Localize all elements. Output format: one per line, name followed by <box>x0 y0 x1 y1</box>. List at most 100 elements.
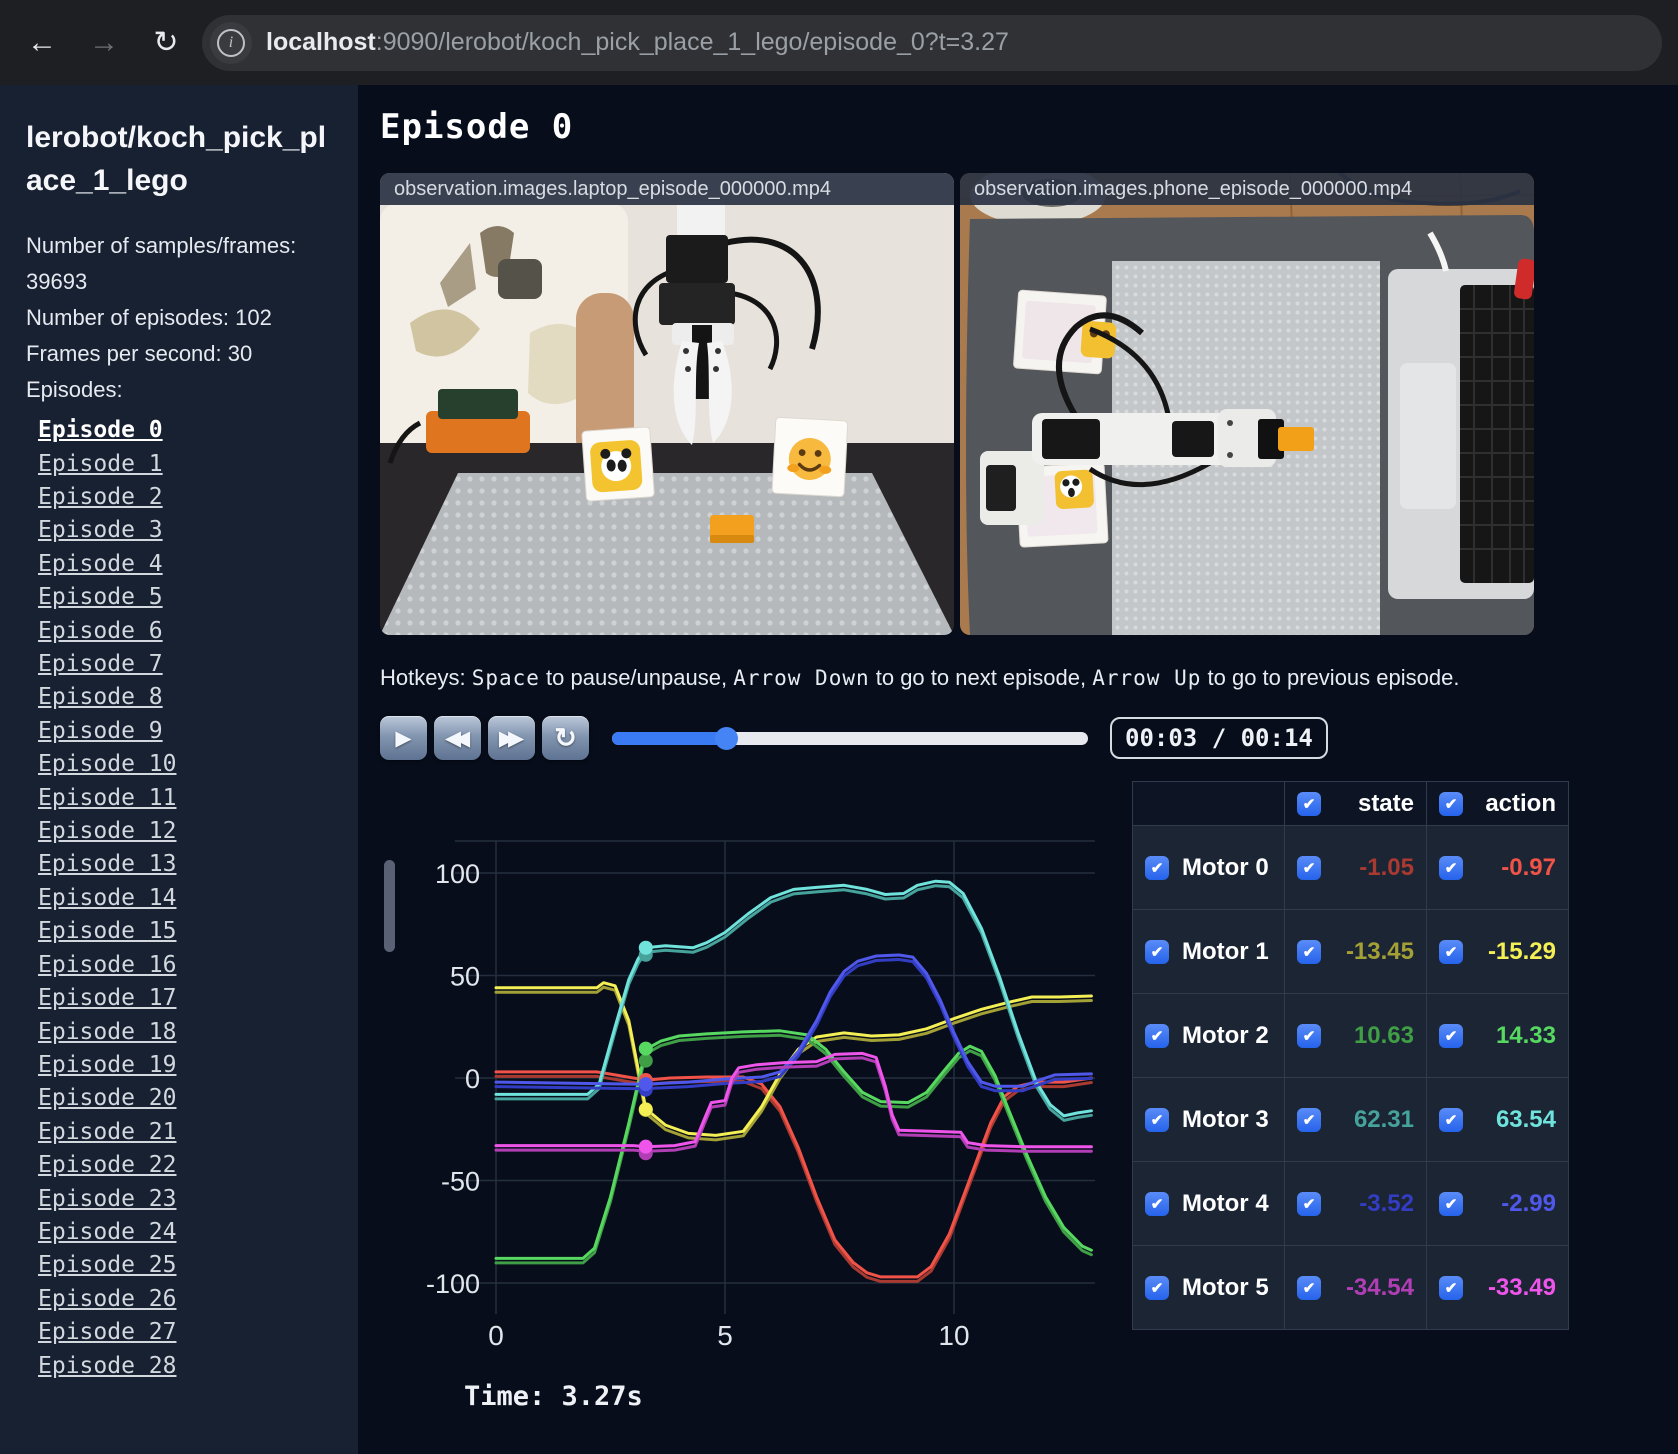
chart-canvas[interactable]: -100 -50 0 50 100 0 5 10 <box>380 781 1122 1366</box>
action-checkbox[interactable]: ✔ <box>1439 1023 1463 1048</box>
state-checkbox[interactable]: ✔ <box>1297 1107 1321 1132</box>
forward-icon[interactable]: → <box>89 25 119 59</box>
video-laptop-cam[interactable]: observation.images.laptop_episode_000000… <box>380 173 954 635</box>
laptop-cam-scene <box>380 173 954 635</box>
motor-chart[interactable]: -100 -50 0 50 100 0 5 10 Time: 3.27s <box>380 781 1122 1412</box>
loop-button[interactable]: ↻ <box>542 716 589 760</box>
motor-checkbox[interactable]: ✔ <box>1145 1023 1169 1048</box>
episode-link[interactable]: Episode 1 <box>38 450 163 477</box>
state-checkbox[interactable]: ✔ <box>1297 1023 1321 1048</box>
motor-checkbox[interactable]: ✔ <box>1145 1275 1169 1300</box>
state-value: -13.45 <box>1345 937 1414 965</box>
episode-link[interactable]: Episode 21 <box>38 1118 177 1145</box>
episode-link[interactable]: Episode 20 <box>38 1085 177 1112</box>
play-button[interactable]: ▶ <box>380 716 427 760</box>
rewind-button[interactable]: ◀◀ <box>434 716 481 760</box>
state-checkbox[interactable]: ✔ <box>1297 1191 1321 1216</box>
action-checkbox[interactable]: ✔ <box>1439 1107 1463 1132</box>
series-state-line <box>494 1056 1093 1153</box>
episode-link[interactable]: Episode 15 <box>38 918 177 945</box>
url-text[interactable]: localhost:9090/lerobot/koch_pick_place_1… <box>266 28 1009 57</box>
action-checkbox[interactable]: ✔ <box>1439 1191 1463 1216</box>
action-value: -33.49 <box>1487 1273 1556 1301</box>
state-checkbox[interactable]: ✔ <box>1297 855 1321 880</box>
episode-link[interactable]: Episode 17 <box>38 985 177 1012</box>
x-tick-label: 0 <box>488 1320 504 1351</box>
back-icon[interactable]: ← <box>27 25 57 59</box>
episode-link[interactable]: Episode 10 <box>38 751 177 778</box>
motor-label: Motor 3 <box>1182 1105 1269 1133</box>
site-info-button[interactable]: i <box>210 21 252 64</box>
phone-cam-scene <box>960 173 1534 635</box>
state-value: 10.63 <box>1353 1021 1414 1049</box>
episode-link[interactable]: Episode 16 <box>38 951 177 978</box>
episode-link[interactable]: Episode 12 <box>38 818 177 845</box>
seek-slider[interactable] <box>612 726 1088 750</box>
sidebar: lerobot/koch_pick_place_1_lego Number of… <box>0 85 358 1454</box>
main-content: Episode 0 <box>358 85 1678 1454</box>
episode-link[interactable]: Episode 26 <box>38 1285 177 1312</box>
episode-link[interactable]: Episode 5 <box>38 584 163 611</box>
motor-checkbox[interactable]: ✔ <box>1145 1107 1169 1132</box>
fast-forward-button[interactable]: ▶▶ <box>488 716 535 760</box>
episode-link[interactable]: Episode 22 <box>38 1152 177 1179</box>
episode-link[interactable]: Episode 4 <box>38 550 163 577</box>
scrollbar-thumb[interactable] <box>384 860 395 952</box>
action-checkbox[interactable]: ✔ <box>1439 855 1463 880</box>
episode-link[interactable]: Episode 13 <box>38 851 177 878</box>
action-checkbox[interactable]: ✔ <box>1439 1275 1463 1300</box>
video-phone-cam[interactable]: observation.images.phone_episode_000000.… <box>960 173 1534 635</box>
episode-link[interactable]: Episode 24 <box>38 1218 177 1245</box>
robot-arm <box>632 201 821 445</box>
motor-checkbox[interactable]: ✔ <box>1145 1191 1169 1216</box>
episode-link[interactable]: Episode 6 <box>38 617 163 644</box>
state-value: -3.52 <box>1359 1189 1414 1217</box>
motor-row: ✔ Motor 2 ✔ 10.63 ✔ 14.33 <box>1132 993 1569 1078</box>
action-checkbox[interactable]: ✔ <box>1439 939 1463 964</box>
episode-link[interactable]: Episode 9 <box>38 717 163 744</box>
seek-slider-thumb[interactable] <box>715 726 739 750</box>
episode-link[interactable]: Episode 8 <box>38 684 163 711</box>
motor-checkbox[interactable]: ✔ <box>1145 939 1169 964</box>
episode-link[interactable]: Episode 18 <box>38 1018 177 1045</box>
motor-label: Motor 1 <box>1182 937 1269 965</box>
motor-table: ✔ state ✔ action ✔ Motor 0 ✔ -1.05 ✔ -0.97 ✔ Moto… <box>1132 781 1569 1330</box>
url-host: localhost <box>266 28 376 56</box>
episode-link[interactable]: Episode 7 <box>38 651 163 678</box>
state-column-checkbox[interactable]: ✔ <box>1297 791 1321 816</box>
state-value: -34.54 <box>1345 1273 1414 1301</box>
state-checkbox[interactable]: ✔ <box>1297 1275 1321 1300</box>
episode-list: Episode 0 Episode 1 Episode 2 Episode 3 Epis… <box>26 414 338 1383</box>
dataset-info: Number of samples/frames: 39693 Number of… <box>26 228 338 408</box>
episode-link[interactable]: Episode 14 <box>38 884 177 911</box>
bottom-row: -100 -50 0 50 100 0 5 10 Time: 3.27s ✔ state ✔ ac… <box>380 781 1678 1412</box>
episode-link[interactable]: Episode 19 <box>38 1051 177 1078</box>
motor-checkbox[interactable]: ✔ <box>1145 855 1169 880</box>
episode-link[interactable]: Episode 2 <box>38 484 163 510</box>
episode-link[interactable]: Episode 28 <box>38 1352 177 1379</box>
x-tick-label: 10 <box>938 1320 969 1351</box>
dataset-title: lerobot/koch_pick_place_1_lego <box>26 121 327 197</box>
episode-link[interactable]: Episode 3 <box>38 517 163 544</box>
reload-icon[interactable]: ↻ <box>153 26 179 59</box>
info-icon: i <box>217 28 245 57</box>
chart-time-label: Time: 3.27s <box>464 1381 643 1412</box>
series-action-line <box>494 1051 1093 1149</box>
action-cursor-dot <box>638 940 653 955</box>
episode-link[interactable]: Episode 11 <box>38 784 177 811</box>
action-column-checkbox[interactable]: ✔ <box>1439 791 1463 816</box>
action-value: 14.33 <box>1495 1021 1556 1049</box>
address-bar[interactable]: i localhost:9090/lerobot/koch_pick_place… <box>202 14 1662 71</box>
dataset-info-line: Number of samples/frames: 39693 <box>26 233 297 295</box>
episode-link[interactable]: Episode 23 <box>38 1185 177 1212</box>
orange-brick <box>710 515 754 543</box>
episode-link[interactable]: Episode 25 <box>38 1252 177 1279</box>
episode-link[interactable]: Episode 27 <box>38 1319 177 1346</box>
series-action-line <box>494 953 1093 1088</box>
hotkeys-segment: to go to next episode, <box>869 665 1093 690</box>
state-checkbox[interactable]: ✔ <box>1297 939 1321 964</box>
episode-link[interactable]: Episode 0 <box>38 417 163 444</box>
laptop <box>1388 231 1534 599</box>
action-value: 63.54 <box>1495 1105 1556 1133</box>
state-value: 62.31 <box>1353 1105 1414 1133</box>
